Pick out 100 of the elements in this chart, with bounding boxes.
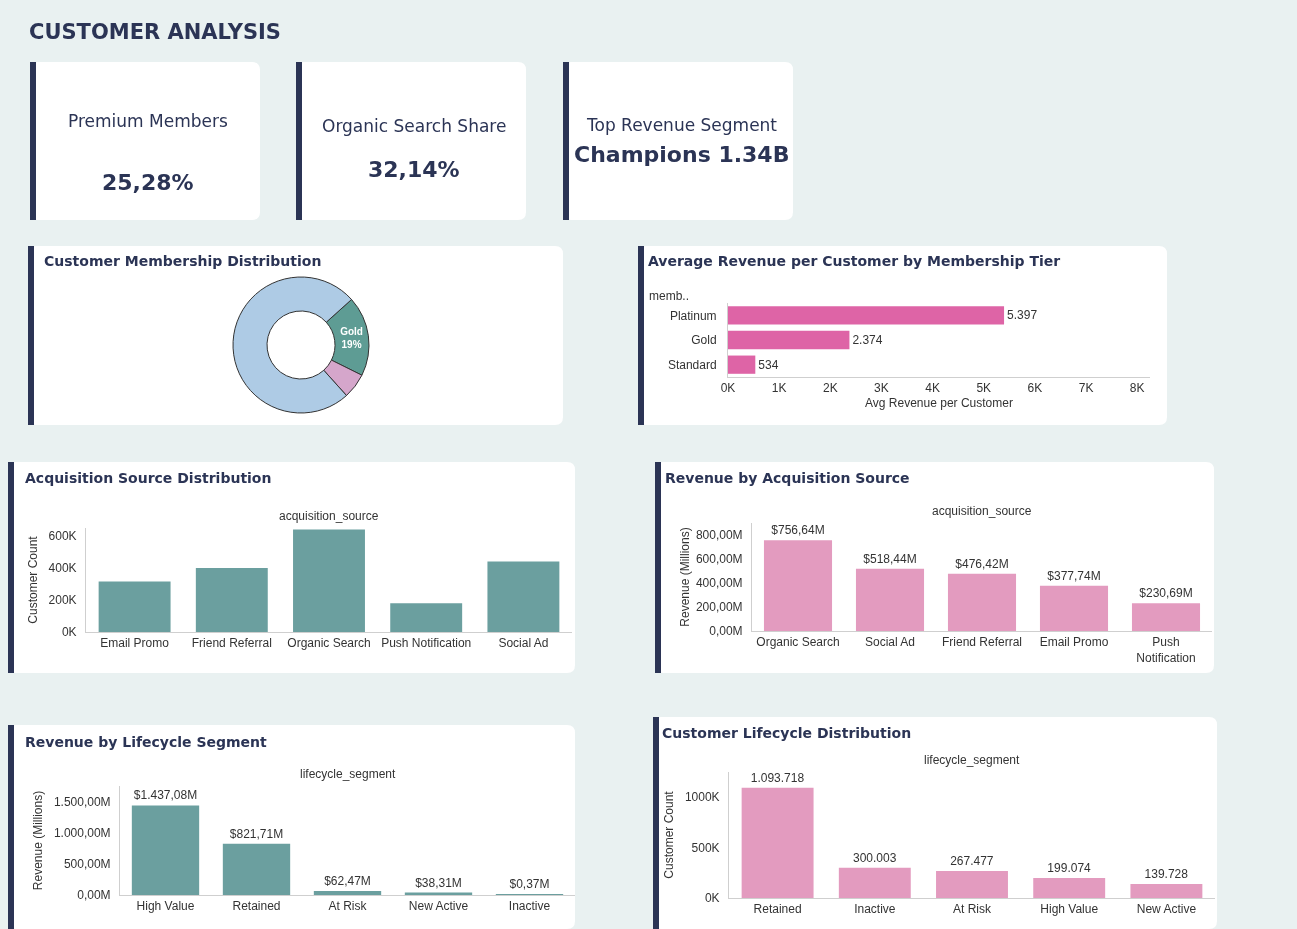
- x-tick-label: 2K: [822, 381, 838, 396]
- x-tick-label: Email Promo: [100, 636, 170, 651]
- data-label: $518,44M: [863, 551, 917, 566]
- y-tick-label: 1.500,00M: [53, 794, 111, 809]
- x-tick-label: 5K: [976, 381, 992, 396]
- bar: [222, 843, 291, 895]
- y-tick-label: 500K: [691, 840, 720, 855]
- x-tick-label: 6K: [1027, 381, 1043, 396]
- x-tick-label: 4K: [925, 381, 940, 396]
- bar: [728, 330, 850, 350]
- y-tick-label: Standard: [667, 357, 717, 372]
- bar: [838, 867, 911, 898]
- x-tick-label: High Value: [136, 899, 195, 914]
- x-tick-label: New Active: [408, 899, 469, 914]
- x-tick-label: 3K: [874, 381, 889, 396]
- bar: [855, 568, 925, 631]
- x-tick-label: At Risk: [328, 899, 368, 914]
- x-tick-label: Email Promo: [1039, 635, 1109, 650]
- data-label: $756,64M: [771, 523, 825, 538]
- chart-title: Revenue by Acquisition Source: [665, 470, 910, 486]
- data-label: $62,47M: [324, 874, 371, 889]
- data-label: $230,69M: [1139, 586, 1193, 601]
- y-tick-label: 400K: [48, 561, 77, 576]
- data-label: $821,71M: [229, 826, 284, 841]
- data-label: 19%: [341, 339, 362, 351]
- x-tick-label: Organic Search: [287, 636, 371, 651]
- x-tick-label: Retained: [753, 902, 802, 917]
- slice-label: Gold: [340, 326, 363, 338]
- x-tick-label: Organic Search: [756, 635, 840, 650]
- x-axis-title: lifecycle_segment: [924, 753, 1021, 767]
- data-label: 1.093.718: [750, 770, 805, 785]
- chart-title: Revenue by Lifecycle Segment: [25, 734, 268, 750]
- chart-title: Average Revenue per Customer by Membership Tier: [648, 253, 1061, 269]
- data-label: 5.397: [1007, 308, 1038, 323]
- bar: [1131, 603, 1201, 631]
- y-tick-label: 200,00M: [695, 600, 743, 615]
- x-tick-label: At Risk: [952, 902, 992, 917]
- text: Champions 1.34B: [574, 142, 790, 167]
- text: CUSTOMER ANALYSIS: [29, 20, 281, 44]
- y-axis-title: Revenue (Millions): [678, 527, 693, 627]
- bar: [195, 568, 268, 632]
- x-axis-title: lifecycle_segment: [300, 767, 397, 781]
- data-label: 199.074: [1047, 860, 1092, 875]
- text: 32,14%: [368, 157, 460, 182]
- bar: [390, 603, 463, 632]
- text: Top Revenue Segment: [586, 115, 778, 135]
- data-label: 267.477: [950, 854, 994, 869]
- y-tick-label: 1000K: [684, 790, 720, 805]
- bar: [98, 581, 171, 632]
- y-tick-label: 0K: [61, 625, 77, 640]
- x-tick-label: New Active: [1136, 902, 1197, 917]
- x-tick-label: Inactive: [508, 899, 551, 914]
- chart-title: Acquisition Source Distribution: [25, 470, 272, 486]
- x-tick-label: 7K: [1078, 381, 1094, 396]
- x-axis-title: acquisition_source: [932, 504, 1032, 518]
- bar: [936, 871, 1008, 898]
- y-tick-label: 0,00M: [709, 624, 743, 639]
- y-tick-label: 600,00M: [695, 552, 743, 567]
- bar: [1033, 877, 1106, 898]
- x-tick-label: Friend Referral: [941, 635, 1023, 650]
- bar: [131, 805, 200, 895]
- y-tick-label: 600K: [48, 529, 77, 544]
- data-label: $0,37M: [509, 877, 550, 891]
- bar: [947, 573, 1017, 631]
- x-tick-label: Social Ad: [498, 636, 549, 651]
- text: Organic Search Share: [322, 116, 507, 136]
- data-label: 300.003: [852, 850, 897, 865]
- y-tick-label: Gold: [691, 333, 717, 348]
- bar: [313, 891, 382, 895]
- y-tick-label: 0,00M: [77, 888, 111, 903]
- y-tick-label: 800,00M: [695, 528, 743, 543]
- y-tick-label: 1.000,00M: [53, 825, 111, 840]
- bar: [728, 355, 756, 374]
- bar: [1039, 585, 1109, 631]
- data-label: 2.374: [852, 333, 883, 347]
- chart-title: Customer Lifecycle Distribution: [662, 725, 912, 741]
- bar: [1130, 883, 1203, 898]
- y-tick-label: 500,00M: [63, 857, 111, 872]
- y-axis-title: Customer Count: [25, 535, 40, 624]
- chart-title: Customer Membership Distribution: [44, 253, 322, 269]
- data-label: 534: [758, 357, 779, 372]
- data-label: 139.728: [1144, 866, 1189, 881]
- x-tick-label: High Value: [1040, 902, 1099, 917]
- y-axis-title: Customer Count: [662, 790, 677, 879]
- x-tick-label: 8K: [1129, 381, 1145, 396]
- data-label: $476,42M: [955, 556, 1009, 571]
- y-axis-title: Revenue (Millions): [31, 790, 46, 891]
- y-tick-label: 200K: [48, 593, 77, 608]
- x-tick-label: 1K: [771, 381, 787, 396]
- x-tick-label: Inactive: [854, 902, 896, 917]
- x-tick-label: Push Notification: [1136, 635, 1196, 665]
- bar: [741, 787, 814, 898]
- bar: [293, 529, 365, 632]
- bar: [487, 561, 560, 632]
- x-tick-label: Push Notification: [381, 636, 472, 651]
- y-tick-label: Platinum: [669, 308, 717, 323]
- x-tick-label: Friend Referral: [191, 636, 272, 651]
- bar: [763, 540, 833, 631]
- y-axis-title: memb..: [649, 289, 690, 303]
- x-tick-label: Retained: [232, 899, 281, 914]
